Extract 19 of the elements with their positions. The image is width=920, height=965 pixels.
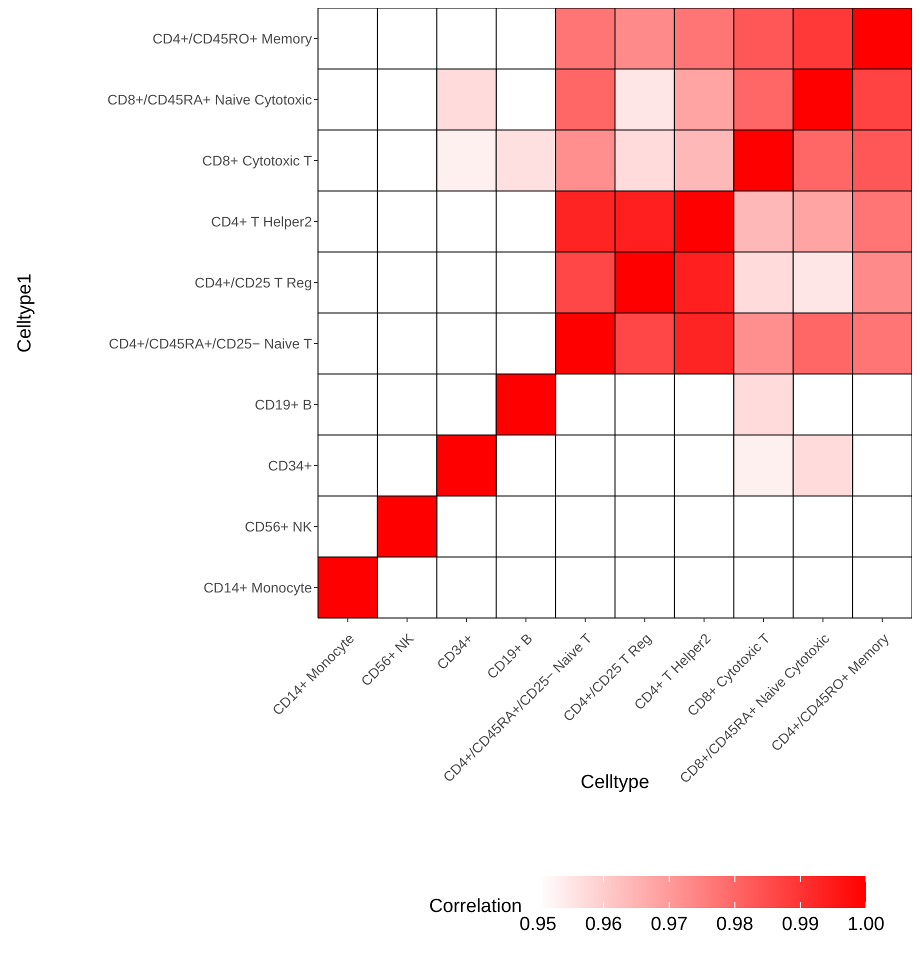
color-bar-label: 0.96 bbox=[585, 914, 622, 935]
y-tick-label: CD56+ NK bbox=[244, 518, 313, 534]
color-bar-label: 0.95 bbox=[520, 914, 556, 935]
y-tick-label: CD4+ T Helper2 bbox=[210, 213, 312, 230]
color-bar-title: Correlation bbox=[429, 896, 522, 917]
y-tick-label: CD4+/CD25 T Reg bbox=[194, 274, 312, 290]
y-tick-label: CD4+/CD45RA+/CD25− Naive T bbox=[108, 335, 312, 352]
color-bar-label: 1.00 bbox=[848, 914, 884, 935]
color-bar-label: 0.99 bbox=[782, 914, 819, 935]
y-tick-label: CD34+ bbox=[268, 457, 312, 474]
y-tick-label: CD14+ Monocyte bbox=[203, 579, 312, 596]
y-axis-title: Celltype1 bbox=[14, 273, 36, 353]
y-tick-label: CD19+ B bbox=[254, 396, 312, 412]
color-bar-label: 0.97 bbox=[650, 914, 688, 935]
color-bar-label: 0.98 bbox=[716, 914, 754, 935]
y-tick-label: CD8+/CD45RA+ Naive Cytotoxic bbox=[107, 91, 312, 108]
x-axis-title: Celltype bbox=[580, 772, 650, 793]
y-tick-label: CD8+ Cytotoxic T bbox=[202, 152, 312, 168]
y-tick-label: CD4+/CD45RO+ Memory bbox=[152, 30, 312, 46]
